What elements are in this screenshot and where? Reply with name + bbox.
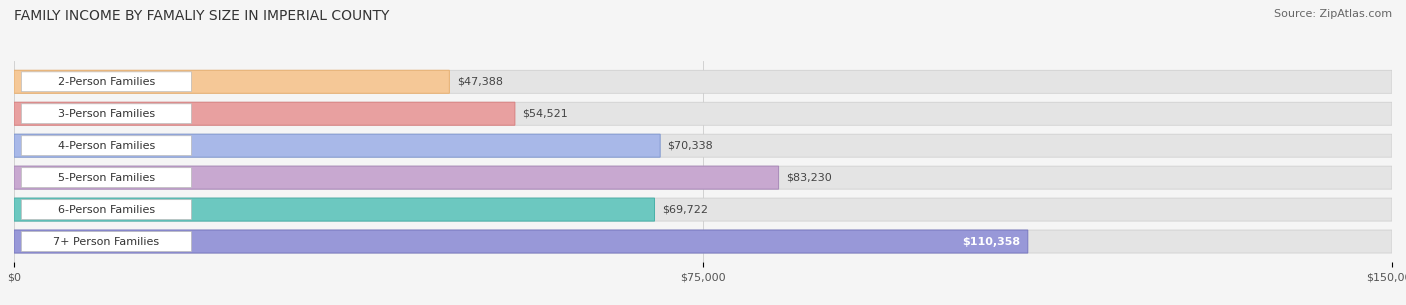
Text: Source: ZipAtlas.com: Source: ZipAtlas.com [1274,9,1392,19]
Text: 3-Person Families: 3-Person Families [58,109,155,119]
FancyBboxPatch shape [14,230,1028,253]
Text: $70,338: $70,338 [668,141,713,151]
FancyBboxPatch shape [14,70,1392,93]
Text: $69,722: $69,722 [662,205,707,215]
FancyBboxPatch shape [21,104,191,124]
FancyBboxPatch shape [14,198,1392,221]
Text: 5-Person Families: 5-Person Families [58,173,155,183]
Text: 6-Person Families: 6-Person Families [58,205,155,215]
FancyBboxPatch shape [14,166,779,189]
Text: 7+ Person Families: 7+ Person Families [53,237,159,246]
FancyBboxPatch shape [14,198,655,221]
Text: $83,230: $83,230 [786,173,832,183]
FancyBboxPatch shape [21,168,191,188]
FancyBboxPatch shape [14,102,515,125]
FancyBboxPatch shape [21,231,191,251]
FancyBboxPatch shape [21,72,191,92]
Text: $110,358: $110,358 [962,237,1021,246]
Text: $47,388: $47,388 [457,77,503,87]
Text: $54,521: $54,521 [522,109,568,119]
FancyBboxPatch shape [14,70,450,93]
FancyBboxPatch shape [14,134,1392,157]
FancyBboxPatch shape [14,230,1392,253]
FancyBboxPatch shape [14,102,1392,125]
Text: FAMILY INCOME BY FAMALIY SIZE IN IMPERIAL COUNTY: FAMILY INCOME BY FAMALIY SIZE IN IMPERIA… [14,9,389,23]
FancyBboxPatch shape [21,136,191,156]
FancyBboxPatch shape [14,166,1392,189]
FancyBboxPatch shape [21,200,191,220]
Text: 4-Person Families: 4-Person Families [58,141,155,151]
Text: 2-Person Families: 2-Person Families [58,77,155,87]
FancyBboxPatch shape [14,134,661,157]
